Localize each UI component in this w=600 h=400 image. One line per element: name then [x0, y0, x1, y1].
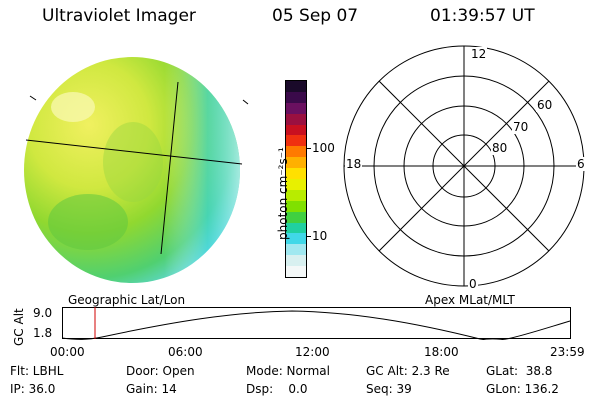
- colorbar-swatch: [286, 168, 306, 180]
- colorbar-tick-10: 10: [312, 229, 328, 243]
- colorbar-swatch: [286, 124, 306, 136]
- mlt-label-6: 6: [576, 157, 586, 171]
- colorbar-tick-100: 100: [312, 141, 335, 155]
- colorbar-swatch: [286, 135, 306, 147]
- colorbar-swatch: [286, 179, 306, 190]
- colorbar-swatch: [286, 91, 306, 103]
- colorbar: [285, 80, 307, 278]
- mlt-label-12: 12: [470, 47, 488, 61]
- seq-info: Seq: 39: [366, 382, 412, 396]
- dsp-info: Dsp: 0.0: [246, 382, 308, 396]
- colorbar-swatch: [286, 255, 306, 267]
- colorbar-swatch: [286, 222, 306, 234]
- colorbar-swatch: [286, 266, 306, 278]
- glat-info: GLat: 38.8: [486, 364, 553, 378]
- altitude-xtick: 23:59: [550, 345, 585, 359]
- mlat-label-70: 70: [512, 120, 530, 134]
- colorbar-tick-mark: [307, 148, 311, 149]
- gain-info: Gain: 14: [126, 382, 177, 396]
- colorbar-swatch: [286, 244, 306, 256]
- bright-spot: [51, 92, 95, 122]
- altitude-ytick-9: 9.0: [33, 306, 53, 320]
- altitude-xtick: 18:00: [424, 345, 459, 359]
- altitude-plot: [62, 307, 571, 340]
- altitude-xtick: 06:00: [168, 345, 203, 359]
- left-panel-caption: Geographic Lat/Lon: [68, 293, 186, 307]
- mlt-label-0: 0: [468, 277, 478, 291]
- colorbar-swatch: [286, 113, 306, 125]
- altitude-ylabel: GC Alt: [12, 308, 26, 346]
- altitude-curve: [62, 310, 571, 340]
- glon-info: GLon: 136.2: [486, 382, 559, 396]
- artifact-mark: [242, 99, 249, 105]
- colorbar-swatch: [286, 146, 306, 158]
- colorbar-swatch: [286, 189, 306, 201]
- polar-line-diagonal: [378, 80, 550, 252]
- latlon-line-vertical: [160, 81, 179, 255]
- date-label: 05 Sep 07: [272, 6, 359, 26]
- filter-info: Flt: LBHL: [10, 364, 64, 378]
- altitude-plot-frame: [62, 307, 571, 339]
- colorbar-swatch: [286, 157, 306, 169]
- altitude-ytick-1: 1.8: [33, 326, 53, 340]
- altitude-xtick: 00:00: [50, 345, 85, 359]
- green-patch: [48, 194, 128, 250]
- ip-info: IP: 36.0: [10, 382, 56, 396]
- mode-info: Mode: Normal: [246, 364, 330, 378]
- green-patch-2: [103, 122, 163, 202]
- mlt-label-18: 18: [345, 157, 363, 171]
- gc-alt-info: GC Alt: 2.3 Re: [366, 364, 450, 378]
- polar-plot-caption: Apex MLat/MLT: [425, 293, 515, 307]
- colorbar-tick-mark: [307, 236, 311, 237]
- colorbar-swatch: [286, 233, 306, 245]
- mlat-label-60: 60: [536, 98, 554, 112]
- colorbar-swatch: [286, 81, 306, 92]
- door-info: Door: Open: [126, 364, 195, 378]
- latlon-line-horizontal: [25, 139, 243, 165]
- colorbar-swatch: [286, 200, 306, 212]
- polar-plot: [343, 45, 585, 287]
- instrument-title: Ultraviolet Imager: [42, 6, 196, 26]
- time-label: 01:39:57 UT: [430, 6, 535, 26]
- altitude-xtick: 12:00: [295, 345, 330, 359]
- colorbar-label: photon cm⁻²s⁻¹: [276, 147, 290, 240]
- mlat-label-80: 80: [491, 141, 509, 155]
- uv-earth-image: [24, 57, 249, 283]
- colorbar-swatch: [286, 211, 306, 223]
- artifact-mark: [29, 95, 37, 101]
- colorbar-swatch: [286, 102, 306, 114]
